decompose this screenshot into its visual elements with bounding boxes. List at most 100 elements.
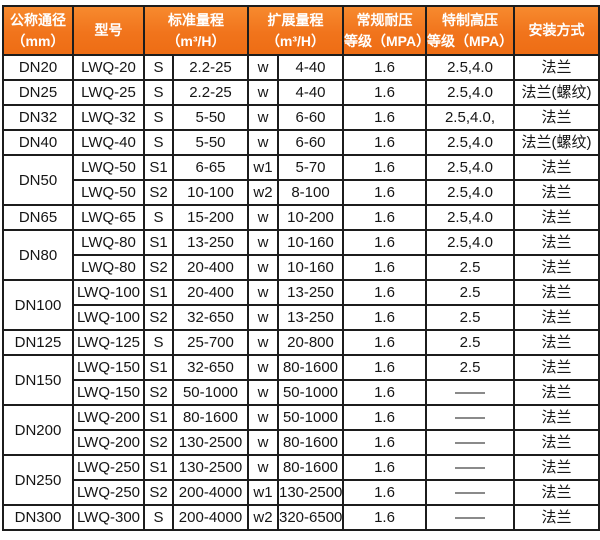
cell-pressure-high: —— xyxy=(425,429,515,456)
header-standard-range: 标准量程 （m³/H） xyxy=(143,5,249,56)
cell-std-range: 32-650 xyxy=(172,354,249,381)
cell-std-range: 6-65 xyxy=(172,154,249,181)
cell-pressure-regular: 1.6 xyxy=(342,229,427,256)
cell-std-range: 2.2-25 xyxy=(172,79,249,106)
header-row: 公称通径 （mm） 型号 标准量程 （m³/H） 扩展量程 （m³/H） 常规耐… xyxy=(2,5,600,56)
cell-std-range: 130-2500 xyxy=(172,454,249,481)
cell-dn: DN20 xyxy=(2,54,74,81)
cell-dn: DN40 xyxy=(2,129,74,156)
cell-pressure-regular: 1.6 xyxy=(342,479,427,506)
cell-model: LWQ-25 xyxy=(72,79,145,106)
cell-dn: DN150 xyxy=(2,354,74,406)
header-diameter-line2: （mm） xyxy=(11,32,65,49)
cell-install: 法兰 xyxy=(513,479,600,506)
cell-install: 法兰 xyxy=(513,404,600,431)
cell-ext-range: 10-160 xyxy=(277,254,344,281)
cell-pressure-high: —— xyxy=(425,379,515,406)
cell-install: 法兰 xyxy=(513,454,600,481)
cell-model: LWQ-150 xyxy=(72,354,145,381)
cell-dn: DN32 xyxy=(2,104,74,131)
cell-pressure-high: —— xyxy=(425,479,515,506)
cell-pressure-high: 2.5,4.0 xyxy=(425,229,515,256)
cell-std-range: 20-400 xyxy=(172,279,249,306)
table-row: DN25 LWQ-25 S 2.2-25 w 4-40 1.6 2.5,4.0 … xyxy=(2,79,600,106)
cell-w-grade: w2 xyxy=(247,504,279,531)
cell-model: LWQ-50 xyxy=(72,154,145,181)
cell-install: 法兰 xyxy=(513,279,600,306)
table-row: LWQ-100 S2 32-650 w 13-250 1.6 2.5 法兰 xyxy=(3,304,600,331)
cell-pressure-regular: 1.6 xyxy=(342,329,427,356)
cell-ext-range: 4-40 xyxy=(277,79,344,106)
cell-ext-range: 20-800 xyxy=(277,329,344,356)
cell-dn: DN65 xyxy=(2,204,74,231)
cell-std-range: 15-200 xyxy=(172,204,249,231)
cell-s-grade: S2 xyxy=(143,429,174,456)
header-extended-range: 扩展量程 （m³/H） xyxy=(247,5,344,56)
cell-std-range: 5-50 xyxy=(172,129,249,156)
cell-install: 法兰 xyxy=(513,329,600,356)
cell-pressure-regular: 1.6 xyxy=(342,304,427,331)
cell-install: 法兰 xyxy=(513,429,600,456)
cell-s-grade: S1 xyxy=(143,404,174,431)
cell-dn: DN100 xyxy=(2,279,74,331)
table-row: DN20 LWQ-20 S 2.2-25 w 4-40 1.6 2.5,4.0 … xyxy=(2,54,600,81)
cell-pressure-high: 2.5 xyxy=(425,329,515,356)
cell-ext-range: 13-250 xyxy=(277,279,344,306)
cell-install: 法兰(螺纹) xyxy=(513,79,600,106)
cell-model: LWQ-300 xyxy=(72,504,145,531)
cell-s-grade: S1 xyxy=(143,154,174,181)
cell-pressure-regular: 1.6 xyxy=(342,179,427,206)
cell-pressure-regular: 1.6 xyxy=(342,279,427,306)
cell-dn: DN200 xyxy=(2,404,74,456)
cell-model: LWQ-32 xyxy=(72,104,145,131)
cell-pressure-high: 2.5,4.0 xyxy=(425,179,515,206)
cell-pressure-high: 2.5,4.0 xyxy=(425,204,515,231)
cell-ext-range: 4-40 xyxy=(277,54,344,81)
cell-pressure-regular: 1.6 xyxy=(342,379,427,406)
table-row: DN125 LWQ-125 S 25-700 w 20-800 1.6 2.5 … xyxy=(2,329,600,356)
cell-pressure-regular: 1.6 xyxy=(342,129,427,156)
cell-w-grade: w2 xyxy=(247,179,279,206)
cell-ext-range: 80-1600 xyxy=(277,354,344,381)
cell-s-grade: S2 xyxy=(143,379,174,406)
cell-install: 法兰 xyxy=(513,229,600,256)
cell-model: LWQ-20 xyxy=(72,54,145,81)
cell-s-grade: S xyxy=(143,329,174,356)
cell-s-grade: S1 xyxy=(143,454,174,481)
cell-install: 法兰 xyxy=(513,504,600,531)
cell-std-range: 13-250 xyxy=(172,229,249,256)
cell-s-grade: S xyxy=(143,504,174,531)
cell-std-range: 50-1000 xyxy=(172,379,249,406)
spec-table: 公称通径 （mm） 型号 标准量程 （m³/H） 扩展量程 （m³/H） 常规耐… xyxy=(2,5,600,531)
cell-install: 法兰(螺纹) xyxy=(513,129,600,156)
cell-pressure-regular: 1.6 xyxy=(342,54,427,81)
cell-w-grade: w1 xyxy=(247,154,279,181)
cell-pressure-high: —— xyxy=(425,404,515,431)
header-extended-range-line2: （m³/H） xyxy=(265,32,326,49)
cell-pressure-regular: 1.6 xyxy=(342,454,427,481)
header-standard-range-line2: （m³/H） xyxy=(166,32,226,49)
cell-s-grade: S2 xyxy=(143,254,174,281)
cell-s-grade: S xyxy=(143,54,174,81)
cell-pressure-regular: 1.6 xyxy=(342,429,427,456)
cell-model: LWQ-80 xyxy=(72,254,145,281)
table-row: DN200 LWQ-200 S1 80-1600 w 50-1000 1.6 —… xyxy=(2,404,600,456)
cell-dn: DN50 xyxy=(2,154,74,206)
header-pressure-regular: 常规耐压 等级（MPA） xyxy=(342,5,427,56)
table-row: LWQ-80 S2 20-400 w 10-160 1.6 2.5 法兰 xyxy=(3,254,600,281)
cell-ext-range: 10-160 xyxy=(277,229,344,256)
cell-install: 法兰 xyxy=(513,379,600,406)
cell-pressure-high: 2.5,4.0 xyxy=(425,154,515,181)
header-pressure-regular-line2: 等级（MPA） xyxy=(344,32,426,49)
cell-s-grade: S xyxy=(143,104,174,131)
cell-w-grade: w xyxy=(247,379,279,406)
cell-install: 法兰 xyxy=(513,304,600,331)
cell-s-grade: S xyxy=(143,204,174,231)
cell-ext-range: 50-1000 xyxy=(277,379,344,406)
cell-ext-range: 8-100 xyxy=(277,179,344,206)
cell-dn: DN80 xyxy=(2,229,74,281)
table-row: DN250 LWQ-250 S1 130-2500 w 80-1600 1.6 … xyxy=(2,454,600,506)
cell-w-grade: w xyxy=(247,79,279,106)
cell-pressure-high: 2.5 xyxy=(425,354,515,381)
cell-std-range: 25-700 xyxy=(172,329,249,356)
